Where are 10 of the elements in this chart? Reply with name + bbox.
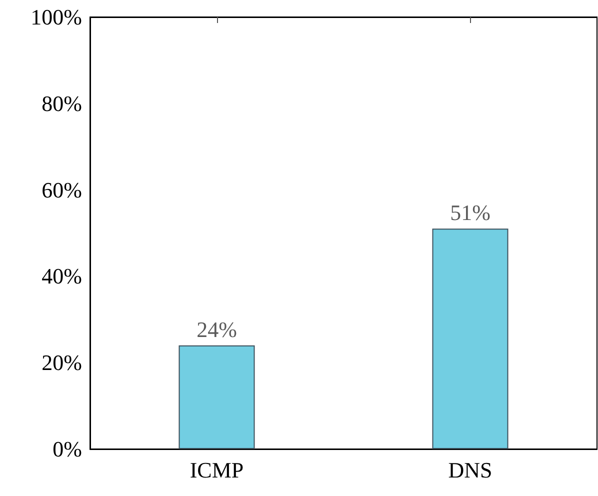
y-tick-label: 60%: [42, 177, 82, 202]
y-tick-label: 40%: [42, 264, 82, 289]
data-label: 51%: [450, 200, 490, 226]
data-label: 24%: [196, 316, 237, 342]
y-tick-label: 100%: [30, 4, 82, 30]
y-tick-label: 20%: [42, 350, 82, 376]
x-tick-label: DNS: [448, 458, 492, 482]
y-tick-label: 80%: [42, 90, 82, 116]
x-tick-label: ICMP: [190, 458, 244, 482]
y-tick-label: 0%: [52, 436, 82, 462]
